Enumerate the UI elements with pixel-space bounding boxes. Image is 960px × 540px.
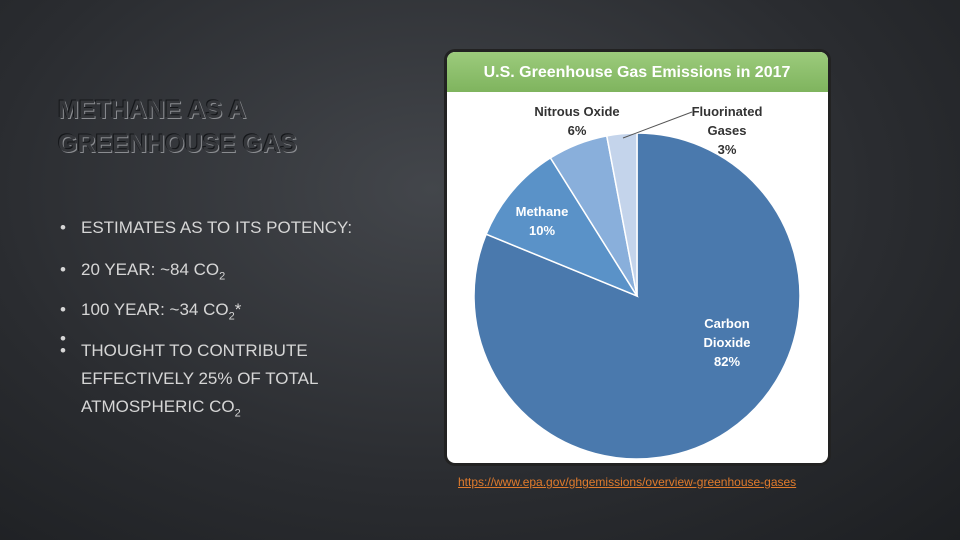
slice-name: Fluorinated Gases (691, 104, 763, 138)
pie-slice (473, 132, 801, 460)
bullet: • 100 YEAR: ~34 CO2* (60, 296, 360, 330)
slice-label: Fluorinated Gases 3% (672, 102, 782, 159)
bullet-text: 20 YEAR: ~84 CO2 (81, 256, 360, 290)
bullet-text: ESTIMATES AS TO ITS POTENCY: (81, 214, 360, 242)
chart: U.S. Greenhouse Gas Emissions in 2017 Ca… (447, 52, 828, 463)
slide-title: METHANE AS A GREENHOUSE GAS (58, 96, 297, 158)
bullet-main: THOUGHT TO CONTRIBUTE EFFECTIVELY 25% OF… (81, 341, 318, 416)
bullet-main: ESTIMATES AS TO ITS POTENCY: (81, 218, 353, 237)
bullet-dot: • (60, 300, 66, 319)
slice-value-label: 82% (713, 354, 741, 369)
slice-name: Nitrous Oxide (534, 104, 620, 119)
slice-name: Methane (515, 204, 569, 219)
bullet-text: THOUGHT TO CONTRIBUTE EFFECTIVELY 25% OF… (81, 337, 360, 427)
slice-label: Nitrous Oxide 6% (527, 102, 627, 140)
slice-name: Carbon Dioxide (703, 316, 751, 350)
chart-svg: U.S. Greenhouse Gas Emissions in 2017 (447, 52, 828, 460)
bullet-dot: • (60, 218, 66, 237)
bullet-subscript: 2 (234, 407, 241, 420)
pie-slice (485, 156, 639, 298)
bullet-subscript: 2 (219, 270, 226, 283)
bullet-suffix: * (234, 300, 242, 319)
chart-header (447, 52, 828, 92)
bullet-dot: • (60, 341, 66, 360)
slice-label: Methane 10% (502, 202, 582, 240)
bullet-subscript: 2 (228, 310, 235, 323)
source-link[interactable]: https://www.epa.gov/ghgemissions/overvie… (458, 475, 797, 489)
slice-value-label: 3% (717, 142, 737, 157)
slice-label: Carbon Dioxide 82% (682, 314, 772, 371)
chart-title: U.S. Greenhouse Gas Emissions in 2017 (484, 64, 791, 81)
bullet: • 20 YEAR: ~84 CO2 (60, 256, 360, 290)
bullet-main: 100 YEAR: ~34 CO (81, 300, 229, 319)
bullet-text: 100 YEAR: ~34 CO2* (81, 296, 360, 330)
bullet-dot: • (60, 260, 66, 279)
bullet: • THOUGHT TO CONTRIBUTE EFFECTIVELY 25% O… (60, 337, 360, 427)
slice-value-label: 10% (528, 223, 556, 238)
bullet: • ESTIMATES AS TO ITS POTENCY: (60, 214, 360, 242)
pie (473, 132, 801, 460)
slice-value-label: 6% (567, 123, 587, 138)
bullet-main: 20 YEAR: ~84 CO (81, 260, 220, 279)
leader-line (622, 111, 693, 139)
